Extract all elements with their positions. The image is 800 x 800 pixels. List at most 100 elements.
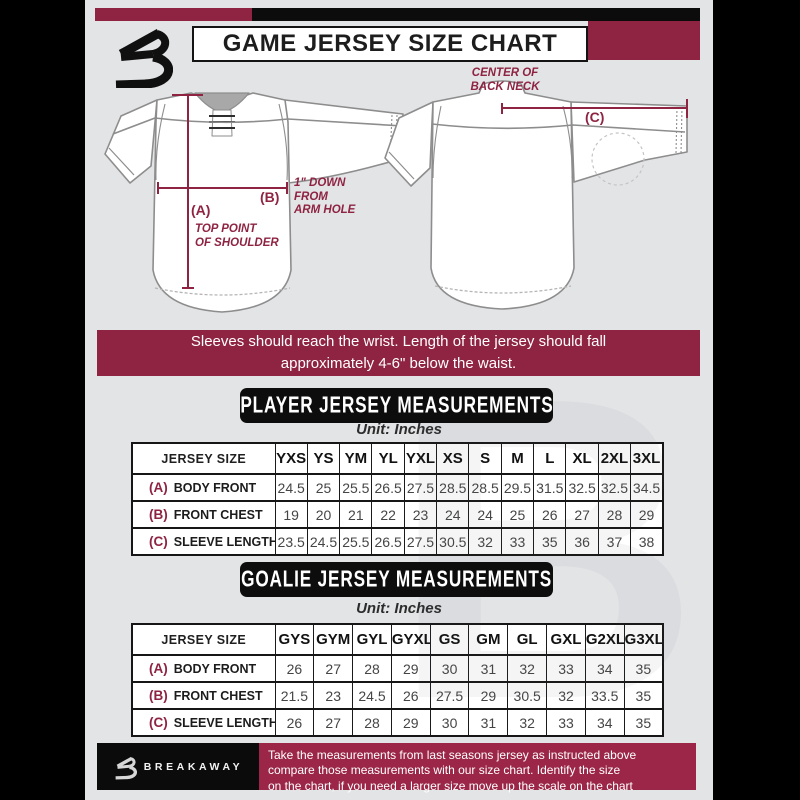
- table-row: (B) FRONT CHEST 19 20 21 22 23 24 24 25 26 27 28 29: [131, 500, 664, 529]
- measurement-value: 37: [597, 527, 632, 556]
- measurement-value: 32: [546, 681, 586, 710]
- measurement-value: 34: [584, 654, 625, 683]
- size-column-header: GM: [468, 623, 509, 656]
- measurement-value: 26.5: [371, 473, 405, 502]
- measurement-value: 25.5: [339, 473, 373, 502]
- page-title-box: GAME JERSEY SIZE CHART: [192, 26, 588, 62]
- row-label: (C) SLEEVE LENGTH: [131, 708, 276, 737]
- size-column-header: XL: [565, 442, 599, 475]
- measurement-value: 33.5: [584, 681, 625, 710]
- measurement-value: 23: [403, 500, 438, 529]
- measurement-value: 22: [371, 500, 405, 529]
- size-column-header: GL: [507, 623, 548, 656]
- measurement-value: 21.5: [274, 681, 315, 710]
- measurement-value: 32.5: [565, 473, 599, 502]
- measurement-value: 29: [390, 708, 431, 737]
- measurement-value: 26: [533, 500, 567, 529]
- size-column-header: XS: [436, 442, 470, 475]
- measurement-value: 25.5: [339, 527, 373, 556]
- breakaway-footer-logo-icon: [115, 756, 137, 780]
- table-row: (C) SLEEVE LENGTH 23.5 24.5 25.5 26.5 27.5 30.5…: [131, 527, 664, 556]
- size-column-header: GXL: [546, 623, 586, 656]
- measurement-value: 30: [429, 654, 470, 683]
- arm-hole-note: 1" DOWN FROM ARM HOLE: [294, 177, 356, 217]
- size-column-header: M: [500, 442, 535, 475]
- measurement-value: 32: [468, 527, 502, 556]
- measure-key: (B): [149, 688, 168, 703]
- measurement-value: 26: [274, 654, 315, 683]
- goalie-unit-label: Unit: Inches: [356, 600, 442, 617]
- measure-key: (C): [149, 715, 168, 730]
- table-row: (A) BODY FRONT 24.5 25 25.5 26.5 27.5 28.5 28.5 2…: [131, 473, 664, 502]
- measurement-value: 38: [630, 527, 664, 556]
- back-jersey-diagram: [384, 80, 688, 310]
- size-column-header: G2XL: [584, 623, 625, 656]
- row-label: (A) BODY FRONT: [131, 473, 276, 502]
- measurement-value: 33: [546, 654, 586, 683]
- player-section-title-box: PLAYER JERSEY MEASUREMENTS: [240, 388, 553, 423]
- shoulder-note: TOP POINT OF SHOULDER: [195, 223, 279, 249]
- size-column-header: YM: [339, 442, 373, 475]
- measurement-value: 28.5: [436, 473, 470, 502]
- goalie-size-table: JERSEY SIZE GYS GYM GYL GYXL GS GM GL GXL G2XL G3X…: [131, 623, 664, 737]
- size-column-header: GS: [429, 623, 470, 656]
- player-size-table: JERSEY SIZE YXS YS YM YL YXL XS S M L XL 2XL 3XL (A) B…: [131, 442, 664, 556]
- footer-brand-box: BREAKAWAY: [97, 743, 259, 790]
- row-label: (C) SLEEVE LENGTH: [131, 527, 276, 556]
- measurement-value: 20: [306, 500, 341, 529]
- measurement-value: 27.5: [403, 527, 438, 556]
- measurement-value: 28.5: [468, 473, 502, 502]
- measurement-value: 32.5: [597, 473, 632, 502]
- measurement-value: 27: [313, 708, 354, 737]
- measure-key: (A): [149, 661, 168, 676]
- measurement-value: 30.5: [436, 527, 470, 556]
- measurement-value: 32: [507, 708, 548, 737]
- title-accent-block: [588, 21, 700, 60]
- size-column-header: GYL: [352, 623, 392, 656]
- fit-notice-banner: Sleeves should reach the wrist. Length o…: [97, 330, 700, 376]
- measurement-value: 21: [339, 500, 373, 529]
- measure-label: FRONT CHEST: [173, 508, 263, 522]
- row-label: (B) FRONT CHEST: [131, 500, 276, 529]
- breakaway-logo-icon: [115, 29, 173, 88]
- content-panel: GAME JERSEY SIZE CHART: [85, 0, 713, 800]
- measurement-value: 30: [429, 708, 470, 737]
- measurement-value: 24.5: [274, 473, 308, 502]
- table-header-row: JERSEY SIZE YXS YS YM YL YXL XS S M L XL 2XL 3XL: [131, 442, 664, 475]
- player-unit-label: Unit: Inches: [356, 421, 442, 438]
- jersey-size-header: JERSEY SIZE: [131, 623, 276, 656]
- measure-label: BODY FRONT: [173, 662, 257, 676]
- size-column-header: YXL: [403, 442, 438, 475]
- measure-key: (A): [149, 480, 168, 495]
- row-label: (A) BODY FRONT: [131, 654, 276, 683]
- size-column-header: 2XL: [597, 442, 632, 475]
- measurement-value: 24: [468, 500, 502, 529]
- measurement-value: 24.5: [352, 681, 392, 710]
- measurement-label-a: (A): [191, 202, 211, 218]
- measurement-value: 23: [313, 681, 354, 710]
- measurement-value: 23.5: [274, 527, 308, 556]
- table-header-row: JERSEY SIZE GYS GYM GYL GYXL GS GM GL GXL G2XL G3X…: [131, 623, 664, 656]
- measurement-value: 30.5: [507, 681, 548, 710]
- measurement-value: 25: [306, 473, 341, 502]
- measurement-label-b: (B): [260, 189, 280, 205]
- jersey-size-header: JERSEY SIZE: [131, 442, 276, 475]
- measure-label: SLEEVE LENGTH: [173, 716, 275, 730]
- goalie-section-title: GOALIE JERSEY MEASUREMENTS: [241, 566, 552, 592]
- measurement-value: 27.5: [429, 681, 470, 710]
- table-row: (B) FRONT CHEST 21.5 23 24.5 26 27.5 29 30.5 32 33…: [131, 681, 664, 710]
- measurement-value: 31.5: [533, 473, 567, 502]
- measurement-value: 31: [468, 654, 509, 683]
- table-row: (A) BODY FRONT 26 27 28 29 30 31 32 33 34 35: [131, 654, 664, 683]
- measurement-value: 27.5: [403, 473, 438, 502]
- measurement-value: 36: [565, 527, 599, 556]
- measurement-value: 34.5: [630, 473, 664, 502]
- measurement-value: 27: [313, 654, 354, 683]
- measurement-value: 24.5: [306, 527, 341, 556]
- size-column-header: YS: [306, 442, 341, 475]
- size-column-header: GYXL: [390, 623, 431, 656]
- center-back-neck-note: CENTER OF BACK NECK: [470, 67, 540, 93]
- measurement-value: 33: [546, 708, 586, 737]
- measure-label: FRONT CHEST: [173, 689, 263, 703]
